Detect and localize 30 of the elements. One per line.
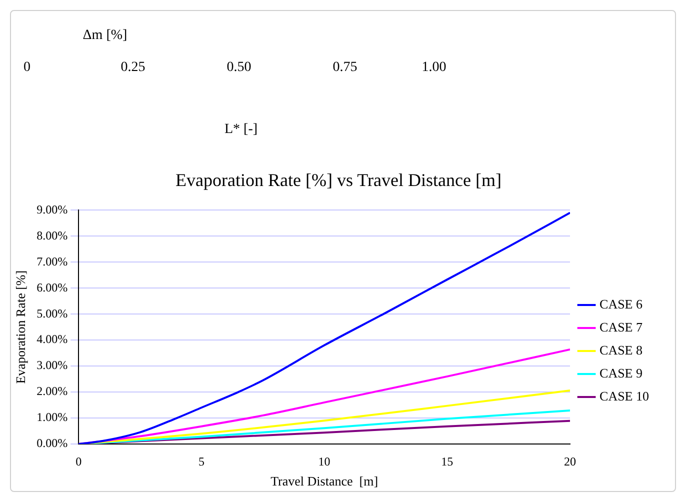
x-tick-label: 10	[318, 454, 330, 468]
legend-label: CASE 7	[600, 319, 643, 334]
y-tick-label: 9.00%	[36, 202, 68, 216]
x-tick-label: 0	[76, 454, 82, 468]
y-axis-title: Evaporation Rate [%]	[13, 270, 28, 384]
x-tick-label: 15	[441, 454, 454, 468]
y-tick-label: 3.00%	[36, 358, 68, 372]
text: 0.75	[332, 60, 358, 76]
legend-label: CASE 8	[600, 342, 643, 358]
x-axis-title: Travel Distance [m]	[270, 474, 378, 489]
y-tick-label: 6.00%	[36, 280, 68, 294]
legend-label: CASE 10	[600, 388, 650, 404]
text: 1.00	[422, 60, 446, 76]
y-tick-label: 4.00%	[36, 332, 68, 346]
y-tick-label: 5.00%	[36, 306, 68, 320]
x-tick-label: 20	[564, 454, 576, 468]
legend-label: CASE 9	[600, 365, 643, 380]
y-tick-label: 2.00%	[36, 384, 68, 398]
y-tick-label: 0.00%	[36, 436, 68, 450]
legend-label: CASE 6	[600, 296, 643, 312]
text: 0.25	[120, 60, 146, 76]
y-tick-label: 8.00%	[36, 228, 68, 242]
y-tick-label: 1.00%	[36, 410, 68, 424]
chart-title: Evaporation Rate [%] vs Travel Distance [m]	[174, 170, 502, 191]
text: Δm [%]	[82, 28, 128, 44]
text: 0.50	[226, 60, 252, 76]
text: 0	[24, 60, 30, 76]
x-tick-label: 5	[198, 454, 204, 468]
y-tick-label: 7.00%	[36, 254, 68, 268]
text: L* [-]	[224, 122, 258, 138]
